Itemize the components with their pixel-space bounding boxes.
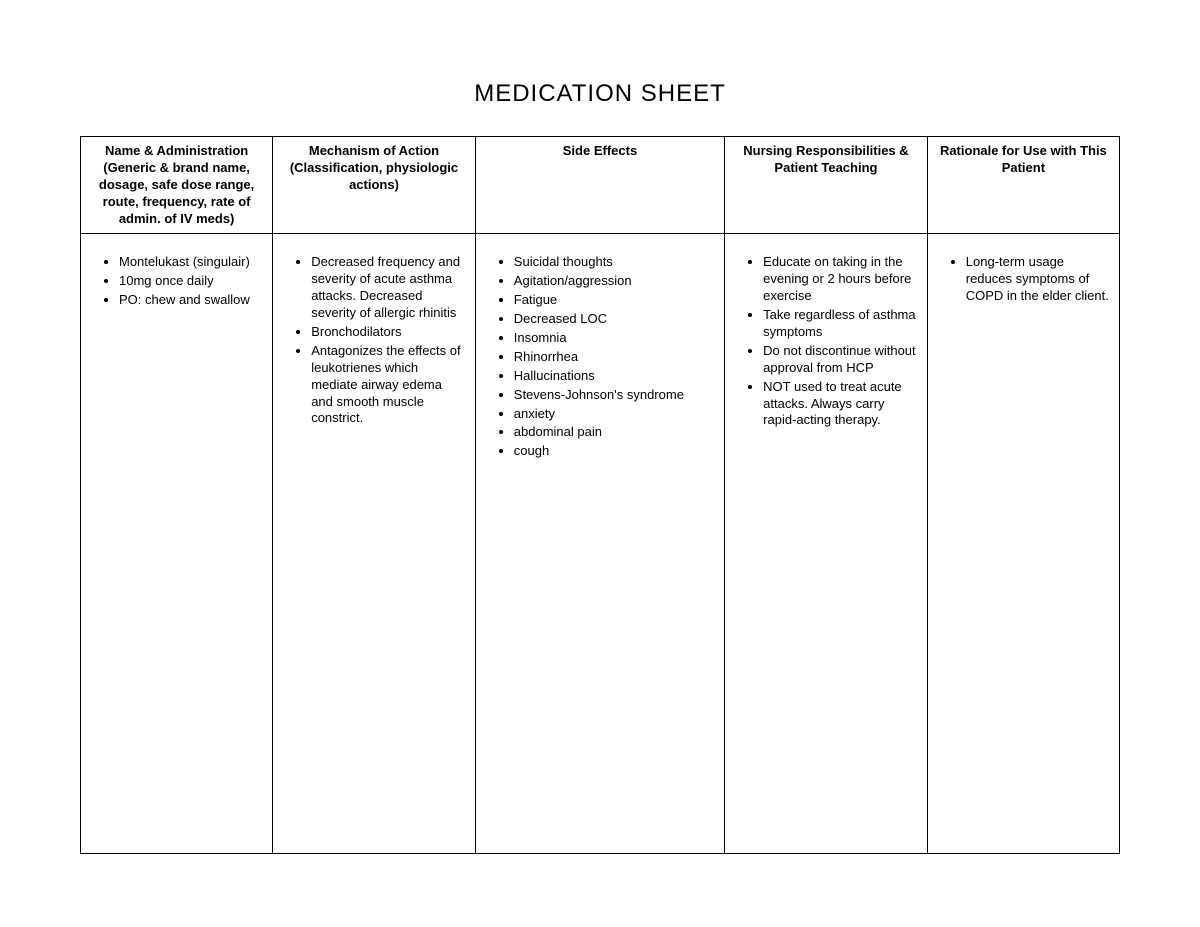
list-item: abdominal pain <box>514 424 714 441</box>
cell-side-effects: Suicidal thoughts Agitation/aggression Fat… <box>475 234 724 854</box>
cell-name-admin: Montelukast (singulair) 10mg once daily PO… <box>81 234 273 854</box>
list-item: Agitation/aggression <box>514 273 714 290</box>
table-body: Montelukast (singulair) 10mg once daily PO… <box>81 234 1120 854</box>
list-item: Insomnia <box>514 330 714 347</box>
list-item: PO: chew and swallow <box>119 292 262 309</box>
list-item: Rhinorrhea <box>514 349 714 366</box>
list-item: Fatigue <box>514 292 714 309</box>
col-header-rationale: Rationale for Use with This Patient <box>927 137 1119 234</box>
list-item: Antagonizes the effects of leukotrienes … <box>311 343 465 427</box>
col-header-mechanism: Mechanism of Action (Classification, phy… <box>273 137 476 234</box>
col-header-nursing: Nursing Responsibilities & Patient Teach… <box>725 137 928 234</box>
bullet-list: Educate on taking in the evening or 2 ho… <box>735 254 917 429</box>
cell-mechanism: Decreased frequency and severity of acut… <box>273 234 476 854</box>
cell-rationale: Long-term usage reduces symptoms of COPD… <box>927 234 1119 854</box>
medication-table: Name & Administration (Generic & brand n… <box>80 136 1120 854</box>
bullet-list: Suicidal thoughts Agitation/aggression Fat… <box>486 254 714 460</box>
table-header-row: Name & Administration (Generic & brand n… <box>81 137 1120 234</box>
list-item: anxiety <box>514 406 714 423</box>
table-row: Montelukast (singulair) 10mg once daily PO… <box>81 234 1120 854</box>
cell-nursing: Educate on taking in the evening or 2 ho… <box>725 234 928 854</box>
list-item: Decreased frequency and severity of acut… <box>311 254 465 322</box>
bullet-list: Montelukast (singulair) 10mg once daily PO… <box>91 254 262 309</box>
list-item: Suicidal thoughts <box>514 254 714 271</box>
list-item: Take regardless of asthma symptoms <box>763 307 917 341</box>
list-item: Montelukast (singulair) <box>119 254 262 271</box>
list-item: Decreased LOC <box>514 311 714 328</box>
col-header-name-admin: Name & Administration (Generic & brand n… <box>81 137 273 234</box>
list-item: Hallucinations <box>514 368 714 385</box>
col-header-side-effects: Side Effects <box>475 137 724 234</box>
list-item: Stevens-Johnson's syndrome <box>514 387 714 404</box>
list-item: 10mg once daily <box>119 273 262 290</box>
list-item: Do not discontinue without approval from… <box>763 343 917 377</box>
list-item: NOT used to treat acute attacks. Always … <box>763 379 917 430</box>
list-item: Long-term usage reduces symptoms of COPD… <box>966 254 1109 305</box>
page-title: MEDICATION SHEET <box>80 80 1120 108</box>
bullet-list: Decreased frequency and severity of acut… <box>283 254 465 427</box>
bullet-list: Long-term usage reduces symptoms of COPD… <box>938 254 1109 305</box>
list-item: Bronchodilators <box>311 324 465 341</box>
list-item: Educate on taking in the evening or 2 ho… <box>763 254 917 305</box>
list-item: cough <box>514 443 714 460</box>
